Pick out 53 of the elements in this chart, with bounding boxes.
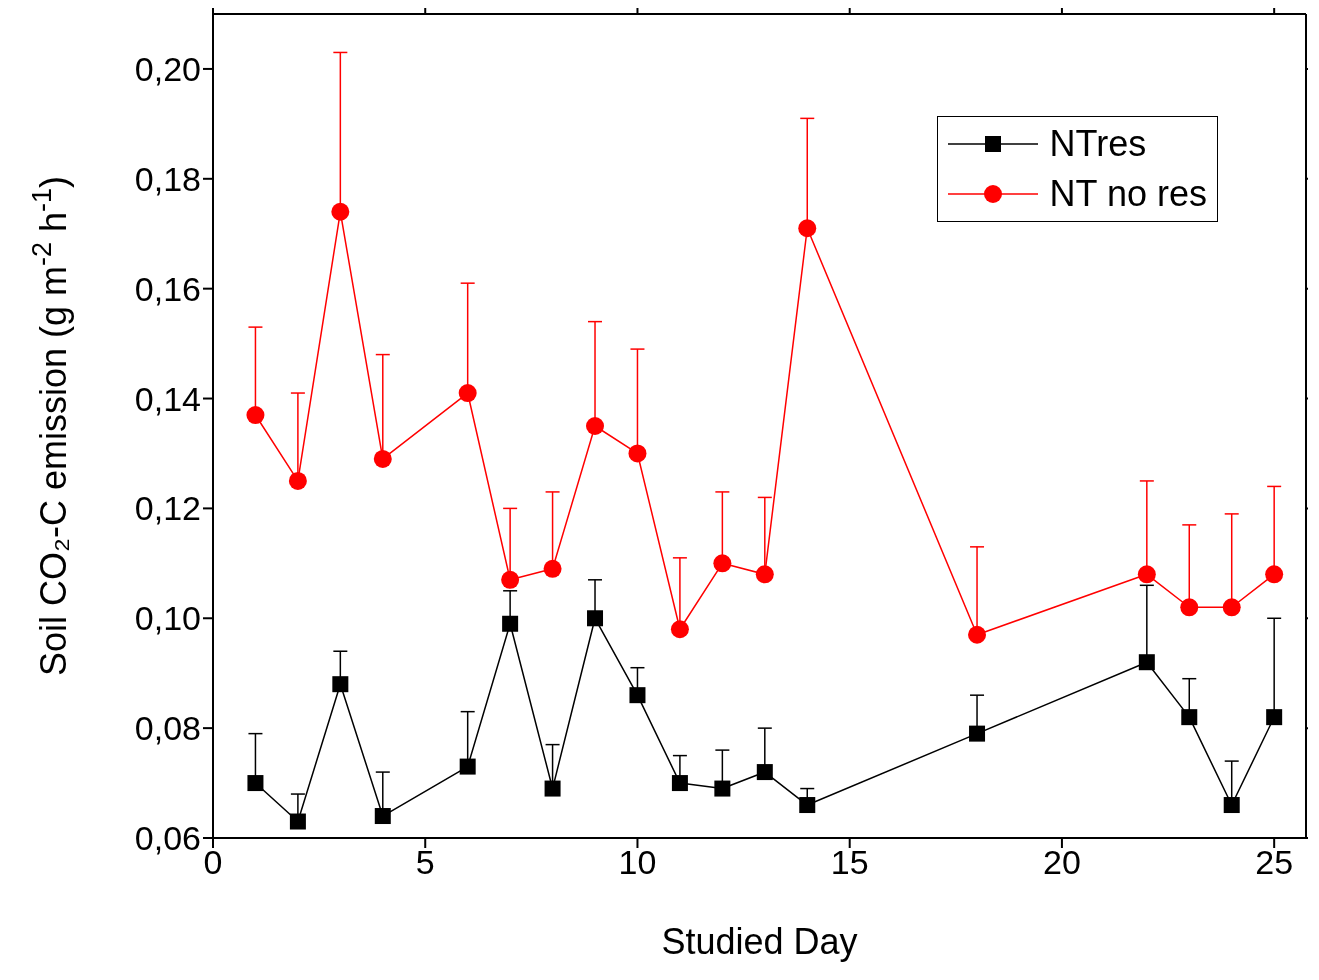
point [1223,797,1240,814]
point [1138,654,1155,671]
point [587,610,604,627]
x-tick-label: 25 [1255,843,1294,882]
x-tick-label: 20 [1043,843,1081,882]
x-axis-title: Studied Day [661,921,858,962]
point [374,808,391,825]
point [459,758,476,775]
point [288,471,307,490]
point [1266,709,1283,726]
point [1137,565,1156,584]
y-tick-label: 0,10 [134,599,201,638]
y-tick-label: 0,12 [134,489,201,528]
point [1265,565,1284,584]
point [671,775,688,792]
point [331,202,350,221]
point [373,449,392,468]
point [629,687,646,704]
point [1180,598,1199,617]
point [968,625,987,644]
point [544,780,561,797]
point [247,775,264,792]
point [289,813,306,830]
point [543,559,562,578]
point [713,554,732,573]
legend-label: NTres [1049,123,1147,165]
y-tick-label: 0,16 [134,269,201,308]
point [332,676,349,693]
point [502,615,519,632]
x-tick-label: 10 [618,843,657,882]
point [670,620,689,639]
x-tick-label: 5 [415,843,435,882]
y-tick-label: 0,20 [134,50,201,88]
point [714,780,731,797]
point [756,764,773,781]
x-tick-label: 15 [830,843,869,882]
point [1222,598,1241,617]
y-tick-label: 0,14 [134,379,201,418]
y-tick-label: 0,06 [134,819,201,858]
point [501,570,520,589]
point [755,565,774,584]
point [798,219,817,238]
y-tick-label: 0,08 [134,709,201,748]
point [458,384,477,403]
y-tick-label: 0,18 [134,159,201,198]
legend-label: NT no res [1049,173,1207,215]
point [628,444,647,463]
x-tick-label: 0 [203,843,223,882]
point [799,797,816,814]
point [1181,709,1198,726]
point [246,406,265,425]
point [969,725,986,742]
point [586,417,605,435]
